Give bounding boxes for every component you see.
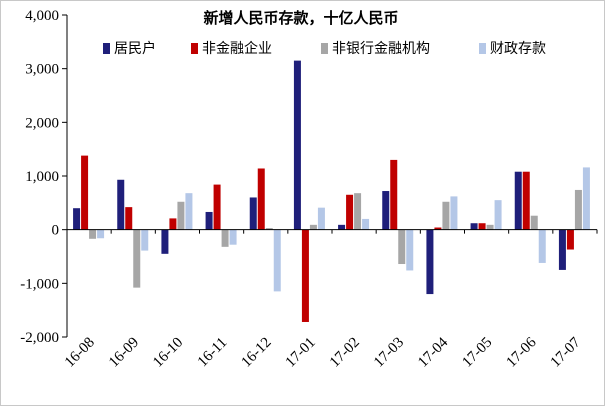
x-tick-label: 16-09 (106, 335, 142, 371)
bar (566, 229, 574, 250)
bar (265, 228, 273, 230)
x-tick-label: 17-04 (415, 334, 451, 370)
bar (514, 171, 522, 230)
bar (301, 229, 309, 322)
bar (257, 168, 265, 230)
bar (382, 191, 390, 230)
bar (450, 196, 458, 230)
y-tick-label: 3,000 (25, 62, 59, 78)
bar (309, 224, 317, 230)
bar (273, 229, 281, 292)
bar (185, 193, 193, 230)
x-tick-label: 16-08 (62, 335, 98, 371)
legend: 居民户 非金融企业 非银行金融机构 财政存款 (103, 40, 546, 57)
bar (486, 224, 494, 230)
x-tick-label: 17-02 (327, 335, 363, 371)
x-tick-label: 17-07 (548, 334, 584, 370)
bar (470, 223, 478, 230)
y-tick-label: -2,000 (20, 330, 59, 346)
y-tick-label: -1,000 (20, 276, 59, 292)
x-tick-label: 17-06 (504, 334, 540, 370)
bar (406, 229, 414, 271)
bar (362, 218, 370, 230)
bar (133, 229, 141, 288)
legend-swatch (479, 43, 486, 54)
x-tick-label: 16-12 (239, 335, 275, 371)
bar (177, 201, 185, 230)
y-tick-label: 4,000 (25, 8, 59, 24)
bar (338, 224, 346, 230)
bar (161, 229, 169, 254)
bar (530, 215, 538, 230)
bar (522, 171, 530, 230)
bar (117, 179, 125, 230)
bars (73, 60, 590, 322)
x-tick-label: 17-03 (371, 335, 407, 371)
bar (169, 218, 177, 230)
bar (125, 207, 133, 230)
bar (141, 229, 149, 251)
legend-swatch (103, 43, 110, 54)
bar (229, 229, 237, 245)
y-axis: 4,000 3,000 2,000 1,000 0 -1,000 -2,000 (20, 8, 68, 346)
bar (494, 200, 502, 230)
bar (398, 229, 406, 265)
y-tick-label: 2,000 (25, 115, 59, 131)
bar (97, 229, 105, 239)
bar (558, 229, 566, 270)
legend-entry: 非银行金融机构 (332, 41, 430, 57)
bar (442, 201, 450, 230)
legend-entry: 居民户 (114, 40, 156, 57)
bar (205, 211, 213, 230)
legend-entry: 非金融企业 (202, 40, 272, 57)
legend-entry: 财政存款 (490, 41, 546, 57)
legend-swatch (321, 43, 328, 54)
bar (89, 229, 97, 239)
chart-title: 新增人民币存款，十亿人民币 (203, 9, 398, 27)
bar (293, 60, 301, 230)
x-tick-label: 17-05 (459, 335, 495, 371)
x-axis: 16-08 16-09 16-10 16-11 16-12 17-01 17-02 17-03… (62, 229, 598, 371)
x-tick-label: 17-01 (283, 335, 319, 371)
bar (426, 229, 434, 295)
bar (478, 223, 486, 230)
y-tick-label: 1,000 (25, 169, 59, 185)
x-tick-label: 16-11 (195, 335, 231, 371)
bar (249, 197, 257, 230)
bar (81, 155, 89, 230)
x-tick-label: 16-10 (150, 335, 186, 371)
bar (354, 193, 362, 230)
bar (73, 208, 81, 230)
bar (213, 184, 221, 230)
y-tick-label: 0 (52, 223, 60, 239)
bar (221, 229, 229, 247)
bar (346, 194, 354, 230)
bar (574, 189, 582, 230)
bar (434, 227, 442, 230)
bar (538, 229, 546, 263)
legend-swatch (191, 43, 198, 54)
bar (317, 207, 325, 230)
bar (390, 159, 398, 230)
bar (582, 167, 590, 230)
